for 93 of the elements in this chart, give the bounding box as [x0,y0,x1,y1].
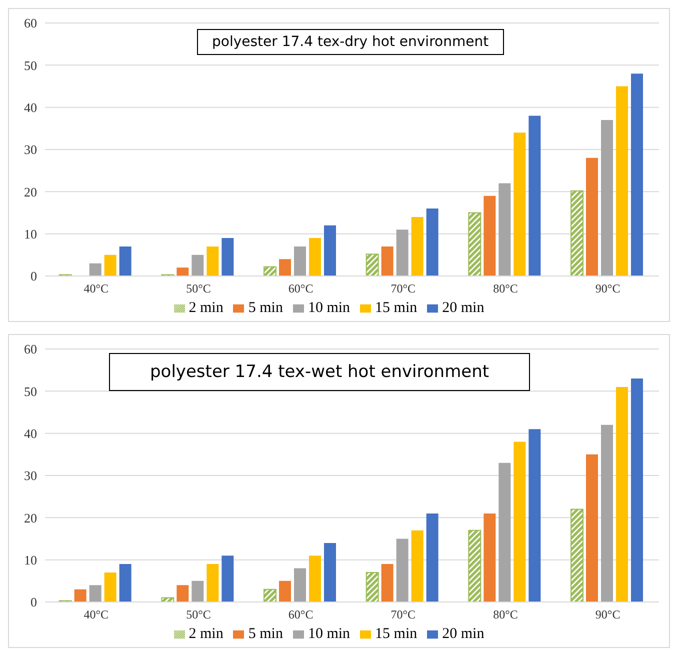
legend-label: 20 min [442,626,484,642]
x-tick-label: 80°C [493,608,518,622]
bar [570,190,584,276]
x-tick-label: 40°C [84,608,109,622]
bar [396,230,408,276]
y-tick-label: 50 [24,58,37,73]
x-tick-label: 70°C [390,282,416,296]
bar [192,580,204,602]
bar [89,263,102,276]
bar [104,572,116,602]
bar [381,246,394,276]
bar [366,572,379,602]
bar [206,564,219,602]
bar [468,212,482,276]
bar [119,246,132,276]
y-tick-label: 40 [24,426,37,441]
y-tick-label: 20 [24,510,37,526]
x-tick-label: 70°C [390,608,416,622]
bar [263,266,276,276]
bar [278,580,291,602]
y-tick-label: 60 [24,16,37,31]
legend-label: 2 min [188,300,224,316]
bar [192,254,204,276]
bar [263,588,276,602]
bar [222,238,234,276]
bar [484,196,496,276]
legend-label: 10 min [308,300,350,316]
x-tick-label: 40°C [84,282,109,296]
bar [600,120,613,276]
bar [396,538,408,602]
y-tick-label: 0 [30,594,37,610]
legend-label: 20 min [442,300,484,316]
bar [600,424,613,602]
bar [468,530,482,602]
y-tick-label: 30 [24,142,37,158]
bar [498,183,511,276]
bar [381,564,394,602]
legend-label: 2 min [188,626,224,642]
bar [74,589,86,602]
bar [104,254,116,276]
legend-label: 5 min [248,300,283,316]
bar [294,246,306,276]
bar [630,74,643,276]
x-tick-label: 60°C [288,608,314,622]
bar [308,238,321,276]
bar [484,513,496,602]
bar [411,530,424,602]
legend-label: 10 min [308,626,350,642]
bar [324,542,336,602]
bar [222,556,234,602]
x-tick-label: 80°C [493,282,518,296]
x-tick-label: 50°C [186,282,211,296]
bar [586,454,598,602]
bar [616,86,628,276]
bar [278,259,291,276]
bar [366,254,379,276]
bar [498,462,511,602]
bar [176,585,189,602]
bar [411,216,424,276]
x-tick-label: 60°C [288,282,314,296]
y-tick-label: 10 [24,226,37,242]
bar [176,268,189,276]
y-tick-label: 10 [24,552,37,568]
y-tick-label: 30 [24,468,37,484]
bar [514,442,526,602]
bar [528,429,541,602]
y-tick-label: 20 [24,184,37,200]
y-tick-label: 0 [30,268,37,284]
bar [89,585,102,602]
bar [119,564,132,602]
bar [308,556,321,602]
bar [294,568,306,602]
legend-label: 15 min [375,626,418,642]
y-tick-label: 50 [24,384,37,399]
bar [528,116,541,276]
bar [324,225,336,276]
bar [586,158,598,276]
bar [426,513,438,602]
x-tick-label: 50°C [186,608,211,622]
bar [630,378,643,602]
x-tick-label: 90°C [595,282,620,296]
x-tick-label: 90°C [595,608,620,622]
y-tick-label: 60 [24,342,37,357]
bar [206,246,219,276]
bar [616,386,628,602]
y-tick-label: 40 [24,100,37,115]
legend-label: 5 min [248,626,283,642]
bar [514,132,526,276]
legend-label: 15 min [375,300,418,316]
bar [570,508,584,602]
bar [426,208,438,276]
text: polyester 17.4 tex-wet hot environment [109,353,530,391]
text: polyester 17.4 tex-dry hot environment [197,29,504,55]
